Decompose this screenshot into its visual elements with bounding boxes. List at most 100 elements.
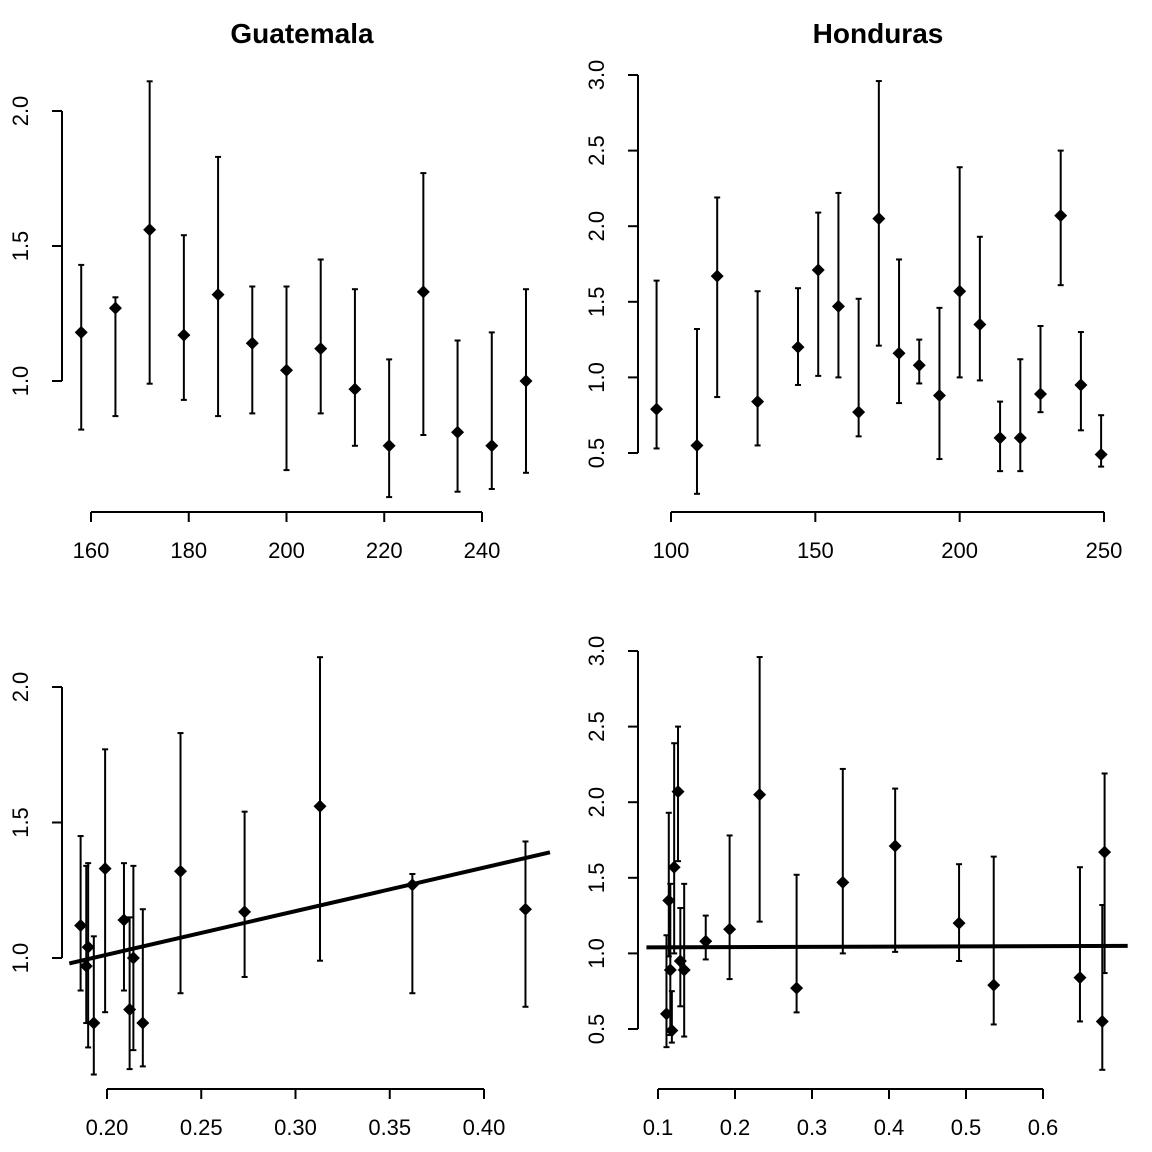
data-point — [108, 301, 122, 315]
data-point — [87, 1016, 101, 1030]
data-point — [143, 223, 157, 237]
y-tick-label: 0.5 — [584, 438, 609, 469]
data-point — [1033, 387, 1047, 401]
x-tick-label: 0.25 — [180, 1115, 223, 1140]
data-point — [831, 299, 845, 313]
data-point — [663, 963, 677, 977]
y-tick-label: 2.5 — [584, 135, 609, 166]
x-tick-label: 200 — [268, 538, 305, 563]
y-tick-label: 2.0 — [584, 211, 609, 242]
data-point — [952, 916, 966, 930]
data-point — [405, 878, 419, 892]
guatemala-top-panel: Guatemala 160 180 200 220 240 1.0 1.5 2.0 — [8, 18, 533, 563]
data-point — [892, 346, 906, 360]
data-point — [1098, 845, 1112, 859]
x-tick-label: 0.20 — [86, 1115, 129, 1140]
regression-line — [646, 943, 1128, 950]
y-tick-label: 2.0 — [584, 787, 609, 818]
x-tick-label: 0.35 — [368, 1115, 411, 1140]
y-tick-label: 1.5 — [584, 863, 609, 894]
data-point — [699, 934, 713, 948]
y-tick-label: 1.5 — [584, 287, 609, 318]
data-point — [888, 839, 902, 853]
x-tick-label: 0.2 — [720, 1115, 751, 1140]
data-point — [74, 325, 88, 339]
data-point — [177, 328, 191, 342]
y-tick-label: 2.5 — [584, 711, 609, 742]
x-tick-label: 180 — [170, 538, 207, 563]
data-point — [81, 940, 95, 954]
data-point — [650, 402, 664, 416]
y-tick-label: 3.0 — [584, 60, 609, 91]
data-point — [416, 285, 430, 299]
y-tick-label: 3.0 — [584, 636, 609, 667]
data-point — [872, 212, 886, 226]
data-point — [662, 893, 676, 907]
data-point — [973, 317, 987, 331]
x-tick-label: 0.40 — [463, 1115, 506, 1140]
honduras-bottom-panel: 0.1 0.2 0.3 0.4 0.5 0.6 0.5 1.0 1.5 2.0 2.5 3.0 — [584, 636, 1128, 1140]
data-point — [245, 336, 259, 350]
data-point — [671, 785, 685, 799]
data-point — [836, 875, 850, 889]
data-point — [79, 959, 93, 973]
data-point — [519, 374, 533, 388]
data-point — [1094, 448, 1108, 462]
data-point — [136, 1016, 150, 1030]
data-point — [791, 340, 805, 354]
data-point — [314, 342, 328, 356]
regression-line — [68, 850, 551, 966]
data-point — [710, 269, 724, 283]
data-point — [126, 951, 140, 965]
data-point — [518, 902, 532, 916]
x-tick-label: 220 — [366, 538, 403, 563]
data-point — [790, 981, 804, 995]
data-point — [280, 363, 293, 377]
data-point — [1013, 431, 1027, 445]
x-tick-label: 100 — [653, 538, 690, 563]
data-point — [932, 389, 946, 403]
x-tick-label: 0.3 — [797, 1115, 828, 1140]
data-point — [1074, 378, 1088, 392]
data-point — [238, 905, 252, 919]
data-point — [1095, 1014, 1109, 1028]
y-tick-label: 1.0 — [8, 366, 33, 397]
data-point — [751, 395, 765, 409]
y-tick-label: 1.0 — [8, 943, 33, 974]
panel-title: Honduras — [813, 18, 944, 49]
data-point — [690, 438, 704, 452]
data-point — [953, 284, 967, 298]
x-tick-label: 240 — [464, 538, 501, 563]
data-point — [74, 918, 88, 932]
data-point — [313, 799, 327, 813]
data-point — [382, 439, 396, 453]
data-point — [852, 405, 866, 419]
honduras-top-panel: Honduras 100 150 200 250 0.5 1.0 1.5 2.0 2.5 3.0 — [584, 18, 1122, 563]
x-tick-label: 150 — [797, 538, 834, 563]
y-tick-label: 1.0 — [584, 362, 609, 393]
x-tick-label: 200 — [941, 538, 978, 563]
x-tick-label: 0.6 — [1028, 1115, 1059, 1140]
data-point — [117, 913, 131, 927]
data-point — [912, 358, 926, 372]
y-tick-label: 2.0 — [8, 672, 33, 703]
y-tick-label: 1.5 — [8, 231, 33, 262]
x-tick-label: 250 — [1086, 538, 1123, 563]
y-tick-label: 0.5 — [584, 1014, 609, 1045]
data-point — [987, 978, 1001, 992]
data-point — [811, 263, 825, 277]
data-point — [211, 288, 225, 302]
data-point — [174, 864, 188, 878]
data-point — [993, 431, 1007, 445]
x-tick-label: 0.5 — [951, 1115, 982, 1140]
y-tick-label: 1.5 — [8, 807, 33, 838]
y-tick-label: 2.0 — [8, 96, 33, 127]
x-tick-label: 160 — [73, 538, 110, 563]
panel-title: Guatemala — [230, 18, 374, 49]
x-tick-label: 0.30 — [274, 1115, 317, 1140]
data-point — [665, 1024, 679, 1038]
y-tick-label: 1.0 — [584, 938, 609, 969]
data-point — [753, 788, 767, 802]
x-tick-label: 0.1 — [643, 1115, 674, 1140]
